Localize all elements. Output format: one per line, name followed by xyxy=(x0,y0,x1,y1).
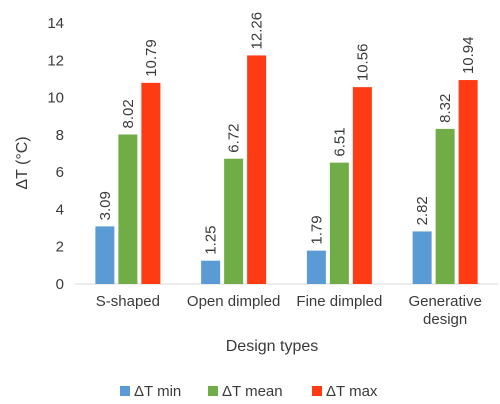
data-labels: 3.09 8.02 10.79 1.25 6.72 12.26 1.79 6.51 10.56 2… xyxy=(97,12,477,255)
data-label: 10.94 xyxy=(460,37,477,75)
data-label: 3.09 xyxy=(97,191,114,220)
bar xyxy=(141,82,161,285)
y-tick-label: 4 xyxy=(56,201,64,218)
x-tick-label: S-shaped xyxy=(96,293,160,310)
y-tick-label: 6 xyxy=(56,164,64,181)
y-tick-label: 10 xyxy=(47,90,64,107)
data-label: 2.82 xyxy=(414,196,431,225)
axis-titles: ΔT (°C) Design types xyxy=(14,136,318,355)
bar xyxy=(329,162,349,284)
data-label: 1.79 xyxy=(308,215,325,244)
y-tick-label: 14 xyxy=(47,15,64,32)
bar xyxy=(435,128,455,284)
bar xyxy=(95,226,115,284)
x-tick-label: Open dimpled xyxy=(187,293,280,310)
legend-label: ΔT min xyxy=(134,383,181,400)
data-label: 10.56 xyxy=(354,44,371,82)
bar xyxy=(458,80,478,284)
legend: ΔT min ΔT mean ΔT max xyxy=(120,383,378,400)
data-label: 6.72 xyxy=(226,124,243,153)
data-label: 12.26 xyxy=(249,12,266,50)
y-tick-label: 2 xyxy=(56,239,64,256)
bar xyxy=(118,134,138,284)
legend-label: ΔT max xyxy=(326,383,378,400)
x-tick-label: design xyxy=(423,311,467,328)
data-label: 6.51 xyxy=(331,127,348,156)
data-label: 1.25 xyxy=(203,225,220,254)
bar xyxy=(247,55,267,285)
legend-swatch xyxy=(312,386,322,396)
bar xyxy=(412,231,432,284)
data-label: 10.79 xyxy=(143,39,160,77)
x-tick-label: Generative xyxy=(408,293,481,310)
y-tick-label: 12 xyxy=(47,52,64,69)
legend-swatch xyxy=(208,386,218,396)
data-label: 8.02 xyxy=(120,99,137,128)
legend-label: ΔT mean xyxy=(222,383,283,400)
x-axis: S-shaped Open dimpled Fine dimpled Generati… xyxy=(75,283,498,328)
x-axis-title: Design types xyxy=(226,338,319,355)
bar xyxy=(352,87,372,284)
bars xyxy=(95,55,478,285)
legend-swatch xyxy=(120,386,130,396)
data-label: 8.32 xyxy=(437,94,454,123)
y-tick-label: 0 xyxy=(56,276,64,293)
x-tick-label: Fine dimpled xyxy=(296,293,382,310)
y-axis-title: ΔT (°C) xyxy=(14,136,31,189)
bar xyxy=(201,260,221,284)
bar xyxy=(306,250,326,284)
bar xyxy=(224,158,244,284)
y-tick-label: 8 xyxy=(56,127,64,144)
y-axis: 0 2 4 6 8 10 12 14 xyxy=(47,15,64,293)
